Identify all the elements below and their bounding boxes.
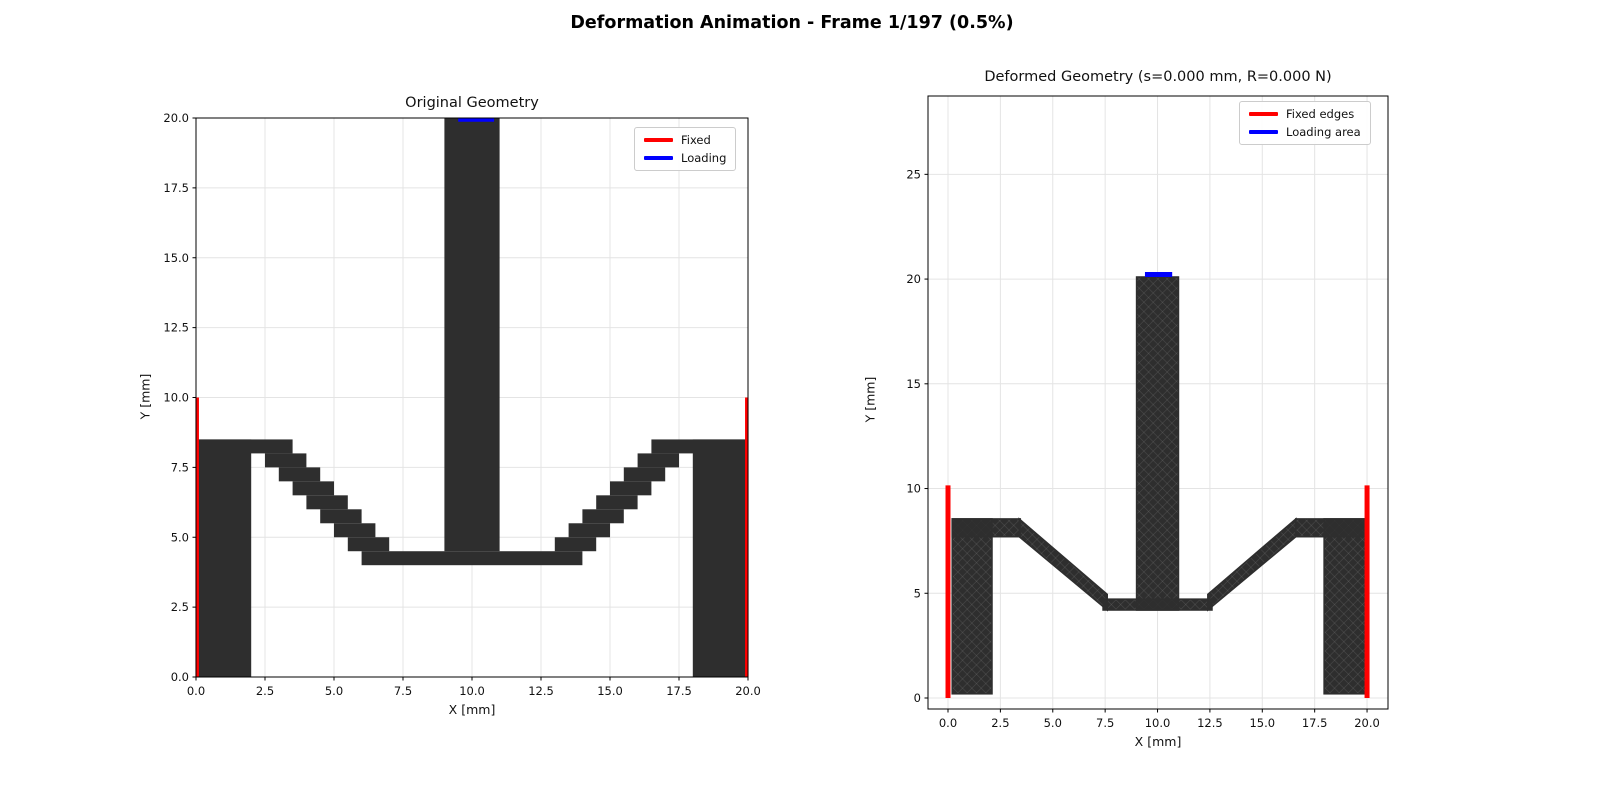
legend-label-fixed: Fixed: [681, 133, 711, 147]
mesh-region: [1207, 517, 1297, 612]
fixed-line-swatch: [644, 138, 673, 142]
y-tick-label: 0.0: [171, 670, 189, 684]
y-tick-label: 0: [914, 691, 921, 705]
material-region: [403, 551, 541, 566]
x-tick-label: 2.5: [256, 684, 274, 698]
loading-line-swatch: [644, 156, 673, 160]
y-tick-label: 20.0: [163, 111, 189, 125]
x-tick-label: 15.0: [597, 684, 623, 698]
x-tick-label: 10.0: [1145, 716, 1171, 730]
legend-item-fixed-edges: Fixed edges: [1249, 107, 1361, 121]
y-tick-label: 25: [906, 167, 921, 181]
loading-area-swatch: [1249, 130, 1278, 134]
x-tick-label: 15.0: [1249, 716, 1275, 730]
right-x-axis-label: X [mm]: [1134, 734, 1182, 749]
y-tick-label: 5: [914, 586, 921, 600]
material-region: [651, 439, 748, 454]
mesh-region: [1323, 518, 1367, 695]
material-region: [320, 509, 362, 524]
x-tick-label: 20.0: [1354, 716, 1380, 730]
left-plot-title: Original Geometry: [405, 95, 539, 111]
material-region: [568, 523, 610, 538]
right-plot-legend: Fixed edges Loading area: [1239, 101, 1371, 145]
left-x-axis-label: X [mm]: [448, 702, 496, 717]
material-region: [347, 537, 390, 552]
x-tick-label: 20.0: [735, 684, 761, 698]
material-region: [610, 481, 652, 496]
material-region: [596, 495, 638, 510]
x-tick-label: 10.0: [459, 684, 485, 698]
material-region: [361, 551, 403, 566]
material-region: [554, 537, 597, 552]
legend-label-fixed-edges: Fixed edges: [1286, 107, 1355, 121]
mesh-region: [951, 518, 1022, 538]
material-region: [278, 467, 321, 482]
y-tick-label: 15.0: [163, 251, 189, 265]
y-tick-label: 10.0: [163, 391, 189, 405]
legend-item-loading: Loading: [644, 151, 726, 165]
y-tick-label: 2.5: [171, 600, 189, 614]
material-region: [692, 439, 748, 677]
legend-label-loading-area: Loading area: [1286, 125, 1361, 139]
x-tick-label: 17.5: [666, 684, 692, 698]
x-tick-label: 2.5: [991, 716, 1009, 730]
left-y-axis-label: Y [mm]: [137, 373, 153, 420]
x-tick-label: 12.5: [528, 684, 554, 698]
material-region: [292, 481, 334, 496]
x-tick-label: 0.0: [187, 684, 205, 698]
material-region: [582, 509, 624, 524]
mesh-region: [1295, 518, 1367, 538]
material-region: [306, 495, 348, 510]
y-tick-label: 20: [906, 272, 921, 286]
x-tick-label: 12.5: [1197, 716, 1223, 730]
mesh-region: [1135, 276, 1180, 611]
deformed-geometry-plot: 0.0 2.5 5.0 7.5 10.0 12.5 15.0 17.5 20.0 0 5 10 15 20…: [906, 95, 1389, 730]
mesh-region: [1102, 598, 1213, 611]
y-tick-label: 5.0: [171, 530, 189, 544]
y-tick-label: 12.5: [163, 321, 189, 335]
mesh-region: [1018, 517, 1108, 612]
legend-item-fixed: Fixed: [644, 133, 726, 147]
fixed-edges-swatch: [1249, 112, 1278, 116]
x-tick-label: 0.0: [939, 716, 957, 730]
material-region: [196, 439, 252, 677]
mesh-region: [951, 518, 993, 695]
legend-label-loading: Loading: [681, 151, 727, 165]
x-tick-label: 7.5: [1096, 716, 1114, 730]
x-tick-label: 5.0: [1044, 716, 1062, 730]
material-region: [623, 467, 666, 482]
right-plot-title: Deformed Geometry (s=0.000 mm, R=0.000 N…: [984, 69, 1332, 85]
y-tick-label: 10: [906, 482, 921, 496]
left-plot-legend: Fixed Loading: [634, 127, 737, 171]
legend-item-loading-area: Loading area: [1249, 125, 1361, 139]
material-region: [541, 551, 583, 566]
y-tick-label: 15: [906, 377, 921, 391]
material-region: [334, 523, 376, 538]
x-tick-label: 7.5: [394, 684, 412, 698]
right-y-axis-label: Y [mm]: [862, 376, 878, 423]
x-tick-label: 17.5: [1302, 716, 1328, 730]
material-region: [444, 118, 500, 552]
material-region: [265, 453, 307, 468]
figure-title: Deformation Animation - Frame 1/197 (0.5…: [570, 13, 1014, 33]
material-region: [196, 439, 293, 454]
x-tick-label: 5.0: [325, 684, 343, 698]
original-geometry-plot: 0.0 2.5 5.0 7.5 10.0 12.5 15.0 17.5 20.0 0.0 2.5 5.…: [163, 111, 760, 698]
y-tick-label: 17.5: [163, 181, 189, 195]
y-tick-label: 7.5: [171, 460, 189, 474]
material-region: [637, 453, 679, 468]
